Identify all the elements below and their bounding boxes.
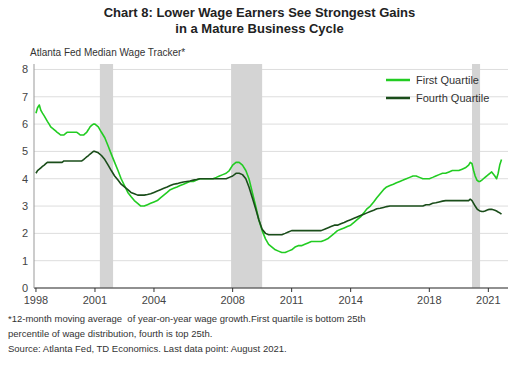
- x-tick-label: 2011: [280, 294, 304, 306]
- y-tick-label: 5: [22, 145, 28, 157]
- y-axis: [34, 64, 35, 288]
- x-tick: [232, 288, 233, 292]
- footnote: Source: Atlanta Fed, TD Economics. Last …: [8, 343, 287, 354]
- grid-line: [34, 288, 508, 289]
- x-tick: [94, 288, 95, 292]
- chart: Chart 8: Lower Wage Earners See Stronges…: [0, 0, 519, 386]
- legend-label: First Quartile: [416, 74, 479, 86]
- x-tick: [153, 288, 154, 292]
- x-tick: [350, 288, 351, 292]
- x-tick: [429, 288, 430, 292]
- y-tick-label: 6: [22, 118, 28, 130]
- x-tick: [35, 288, 36, 292]
- x-tick-label: 1998: [24, 294, 48, 306]
- title-line: Chart 8: Lower Wage Earners See Stronges…: [104, 5, 416, 20]
- x-axis: [34, 288, 508, 289]
- y-tick-label: 2: [22, 227, 28, 239]
- y-tick-label: 0: [22, 282, 28, 294]
- y-tick-label: 3: [22, 200, 28, 212]
- legend: First Quartile Fourth Quartile: [386, 74, 489, 104]
- legend-swatch: [386, 79, 410, 82]
- x-tick-label: 2001: [83, 294, 107, 306]
- legend-label: Fourth Quartile: [416, 92, 489, 104]
- recession-band: [100, 64, 113, 288]
- y-tick-label: 8: [22, 63, 28, 75]
- y-tick-label: 4: [22, 173, 28, 185]
- title: Chart 8: Lower Wage Earners See Stronges…: [104, 5, 416, 36]
- x-tick-label: 2021: [476, 294, 500, 306]
- y-tick-label: 7: [22, 91, 28, 103]
- footnote: *12-month moving average of year-on-year…: [8, 313, 365, 324]
- x-tick-label: 2008: [220, 294, 244, 306]
- y-tick-label: 1: [22, 255, 28, 267]
- footnote: percentile of wage distribution, fourth …: [8, 328, 212, 339]
- recession-band: [231, 64, 262, 288]
- plot-area: [36, 64, 502, 288]
- x-tick-label: 2018: [417, 294, 441, 306]
- y-axis-label: Atlanta Fed Median Wage Tracker*: [30, 47, 185, 58]
- x-tick-label: 2004: [142, 294, 166, 306]
- series-line: [36, 105, 502, 253]
- legend-swatch: [386, 97, 410, 100]
- x-tick-label: 2014: [338, 294, 362, 306]
- x-tick: [488, 288, 489, 292]
- series-line: [36, 151, 502, 234]
- title-line: in a Mature Business Cycle: [175, 21, 343, 36]
- x-tick: [291, 288, 292, 292]
